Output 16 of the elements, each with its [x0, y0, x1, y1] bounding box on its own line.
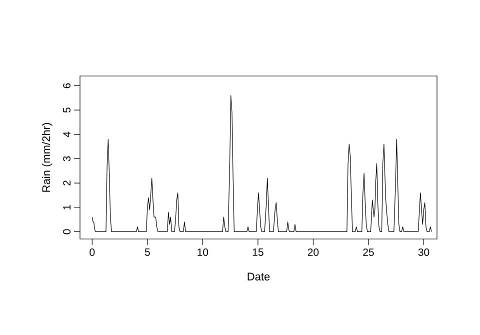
x-tick-label: 0: [90, 248, 95, 256]
x-tick-label: 15: [252, 248, 264, 256]
x-tick-label: 20: [308, 248, 319, 256]
x-tick-label: 5: [144, 248, 150, 256]
x-tick-label: 30: [418, 248, 430, 256]
y-tick-label: 0: [63, 229, 70, 234]
y-tick-label: 4: [63, 132, 70, 138]
y-tick-label: 6: [63, 83, 70, 88]
x-tick-label: 10: [198, 248, 208, 256]
x-axis-title: Date: [248, 272, 270, 280]
y-tick-label: 5: [63, 108, 70, 113]
y-tick-label: 2: [63, 180, 70, 186]
y-tick-label: 1: [63, 204, 70, 210]
x-tick-label: 25: [363, 248, 374, 256]
y-tick-label: 3: [63, 156, 70, 162]
y-axis-title: Rain (mm/2hr): [42, 123, 52, 192]
